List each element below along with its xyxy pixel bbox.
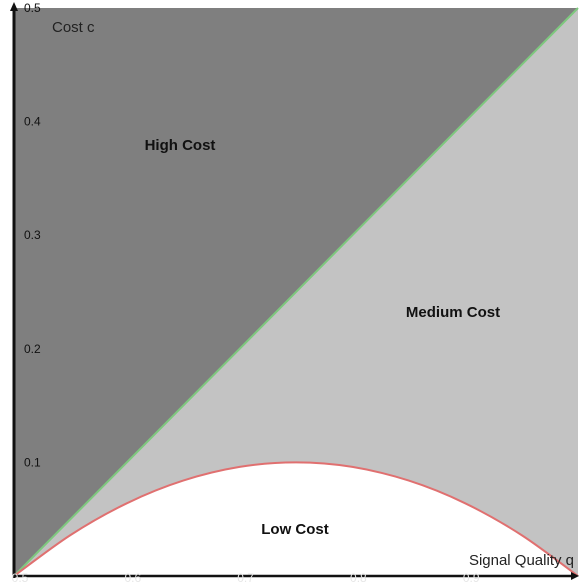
y-tick-label: 0.5	[24, 1, 41, 15]
y-tick-label: 0.1	[24, 455, 41, 469]
x-tick-label: 0.9	[463, 571, 480, 585]
x-tick-label: 0.8	[350, 571, 367, 585]
y-tick-label: 0.4	[24, 115, 41, 129]
y-tick-label: 0.3	[24, 228, 41, 242]
boundary-curve	[13, 461, 579, 577]
x-tick-label: 0.5	[12, 571, 29, 585]
x-tick-label: 0.7	[237, 571, 254, 585]
label-low-cost: Low Cost	[261, 521, 329, 538]
label-medium-cost: Medium Cost	[406, 304, 500, 321]
boundary-line-diagonal	[13, 7, 579, 577]
y-axis-arrow	[10, 2, 18, 11]
y-axis-title: Cost c	[52, 19, 95, 36]
label-high-cost: High Cost	[145, 137, 216, 154]
y-tick-label: 0.2	[24, 342, 41, 356]
x-tick-label: 0.6	[124, 571, 141, 585]
x-axis-title: Signal Quality q	[469, 552, 574, 569]
x-axis-arrow	[571, 572, 579, 580]
